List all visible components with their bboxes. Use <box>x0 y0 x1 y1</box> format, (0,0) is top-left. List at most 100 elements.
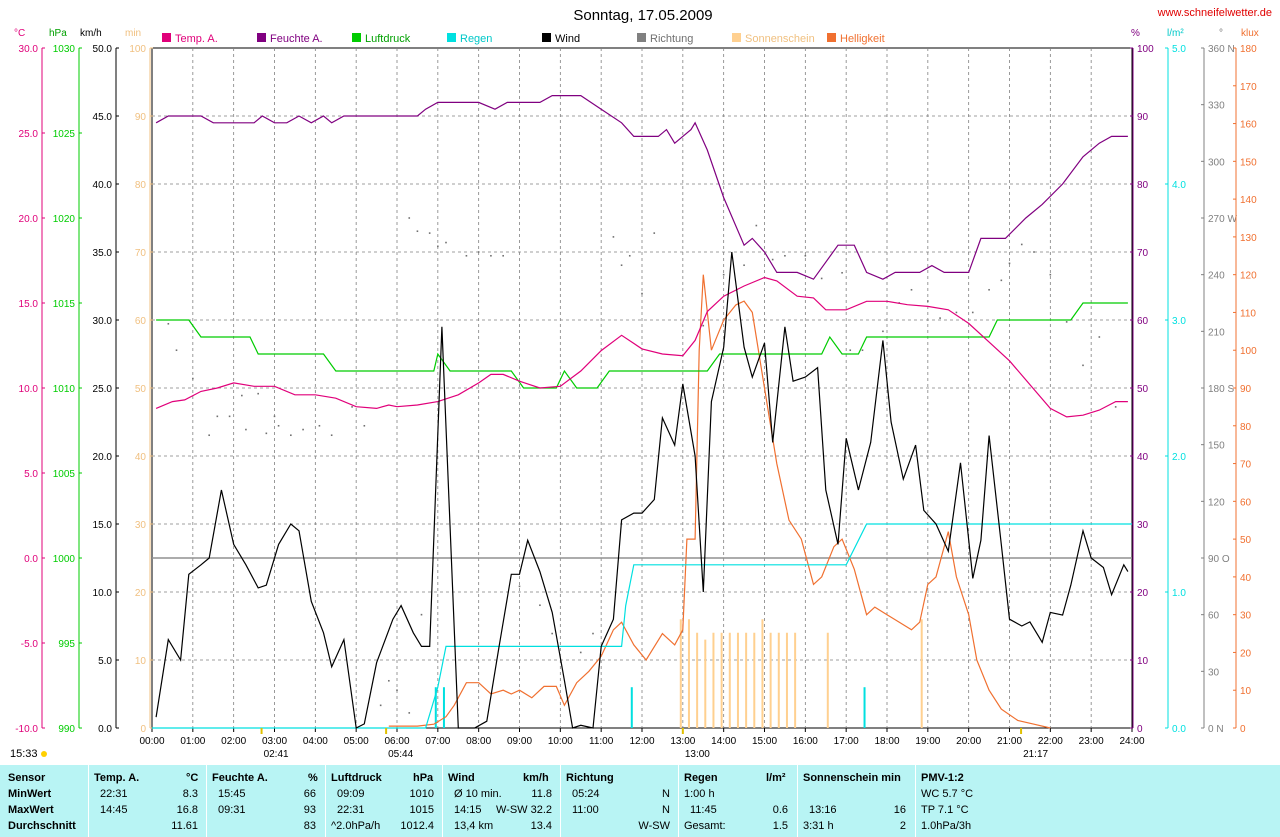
x-tick-label: 00:00 <box>139 736 164 747</box>
legend-temp[interactable]: Temp. A. <box>162 33 218 45</box>
stats-pmv-header: PMV-1:2 <box>921 772 964 784</box>
brightness-unit-label: klux <box>1241 28 1259 39</box>
wind-series <box>155 251 1129 729</box>
stats-avg-wind-label: 13,4 km <box>454 820 494 832</box>
time-marker-label: 05:44 <box>388 749 413 760</box>
legend-label: Sonnenschein <box>745 33 815 45</box>
stats-max-temp-time: 14:45 <box>100 804 128 816</box>
axis-tick-label-rain: 1.0 <box>1172 588 1186 599</box>
stats-max-rain-time: 11:45 <box>690 804 717 816</box>
axis-tick-label-sunshine: 50 <box>135 384 147 395</box>
direction-point <box>882 330 884 333</box>
stats-divider <box>560 765 561 837</box>
direction-point <box>988 288 990 291</box>
axis-tick-label-sunshine: 20 <box>135 588 147 599</box>
x-tick-label: 20:00 <box>956 736 981 747</box>
chart-title: Sonntag, 17.05.2009 <box>573 7 712 24</box>
stats-panel: Sensor Temp. A. °C Feuchte A. % Luftdruc… <box>0 765 1280 837</box>
axis-tick-label-temp: 5.0 <box>24 469 38 480</box>
stats-max-wind-time: 14:15 <box>454 804 482 816</box>
direction-point <box>465 254 468 257</box>
direction-point <box>245 428 247 431</box>
stats-avg-dir-val: W-SW <box>638 820 670 832</box>
legend-swatch <box>447 33 456 42</box>
axis-tick-label-wind: 25.0 <box>93 384 113 395</box>
axis-tick-label-rain: 3.0 <box>1172 316 1186 327</box>
axis-tick-label-pressure: 1010 <box>53 384 76 395</box>
stats-max-hum-time: 09:31 <box>218 804 246 816</box>
axis-tick-label-brightness: 130 <box>1240 233 1257 244</box>
axis-tick-label-temp: 20.0 <box>19 214 39 225</box>
stats-press-header: Luftdruck <box>331 772 382 784</box>
legend-swatch <box>352 33 361 42</box>
stats-min-press-time: 09:09 <box>337 788 365 800</box>
axis-tick-label-pressure: 995 <box>58 639 75 650</box>
axis-tick-label-wind: 30.0 <box>93 316 113 327</box>
axis-tick-label-brightness: 20 <box>1240 648 1252 659</box>
x-tick-label: 04:00 <box>303 736 328 747</box>
axis-tick-label-direction: 210 <box>1208 327 1225 338</box>
humidity-series <box>155 94 1128 280</box>
axis-tick-label-direction: 150 <box>1208 441 1225 452</box>
x-tick-label: 17:00 <box>834 736 859 747</box>
legend-brightness[interactable]: Helligkeit <box>827 33 885 45</box>
legend: Temp. A. Feuchte A. Luftdruck Regen Wind… <box>162 33 885 45</box>
axis-tick-label-pressure: 1030 <box>53 44 76 55</box>
axis-tick-label-brightness: 10 <box>1240 686 1252 697</box>
legend-sunshine[interactable]: Sonnenschein <box>732 33 815 45</box>
stats-press-unit: hPa <box>413 772 434 784</box>
axis-tick-label-sunshine: 40 <box>135 452 147 463</box>
direction-point <box>445 241 447 244</box>
axis-tick-label-brightness: 70 <box>1240 460 1252 471</box>
website-link[interactable]: www.schneifelwetter.de <box>1157 7 1272 19</box>
stats-avg-sun-val: 2 <box>899 820 906 832</box>
axis-tick-label-humidity: 90 <box>1137 112 1149 123</box>
stats-divider <box>678 765 679 837</box>
stats-min-temp-val: 8.3 <box>182 788 198 800</box>
legend-swatch <box>257 33 266 42</box>
stats-avg-rain-val: 1.5 <box>772 820 788 832</box>
direction-point <box>363 424 366 427</box>
axis-tick-label-humidity: 10 <box>1137 656 1149 667</box>
axis-tick-label-wind: 35.0 <box>93 248 113 259</box>
legend-humidity[interactable]: Feuchte A. <box>257 33 323 45</box>
direction-point <box>841 271 843 274</box>
stats-max-press-time: 22:31 <box>337 804 365 816</box>
legend-swatch <box>732 33 741 42</box>
x-tick-label: 16:00 <box>793 736 818 747</box>
axis-tick-label-brightness: 110 <box>1240 308 1256 319</box>
direction-point <box>1049 273 1052 276</box>
direction-point <box>592 632 594 635</box>
legend-swatch <box>637 33 646 42</box>
direction-point <box>208 434 210 437</box>
axis-tick-label-sunshine: 0 <box>140 724 146 735</box>
direction-point <box>551 632 553 635</box>
humidity-unit-label: % <box>1131 28 1140 39</box>
stats-min-rain-label: 1:00 h <box>684 788 715 800</box>
direction-point <box>490 254 492 257</box>
legend-pressure[interactable]: Luftdruck <box>352 33 411 45</box>
x-tick-label: 11:00 <box>589 736 614 747</box>
direction-point <box>755 224 758 227</box>
legend-rain[interactable]: Regen <box>447 33 492 45</box>
stats-max-dir-time: 11:00 <box>572 804 599 816</box>
direction-point <box>641 292 643 295</box>
axis-tick-label-humidity: 0 <box>1137 724 1143 735</box>
axis-tick-label-temp: -5.0 <box>21 639 39 650</box>
axis-tick-label-wind: 40.0 <box>93 180 113 191</box>
axis-tick-label-temp: 25.0 <box>19 129 39 140</box>
stats-temp-unit: °C <box>186 772 199 784</box>
direction-point <box>388 679 390 682</box>
stats-avg-press-val: 1012.4 <box>400 820 434 832</box>
stats-max-wind-dir: W-SW <box>496 804 528 816</box>
stats-min-hum-val: 66 <box>303 788 316 800</box>
legend-wind[interactable]: Wind <box>542 33 580 45</box>
axis-tick-label-direction: 60 <box>1208 611 1220 622</box>
sun-icon <box>41 751 47 757</box>
axis-tick-label-brightness: 0 <box>1240 724 1246 735</box>
direction-point <box>784 254 786 257</box>
direction-point <box>502 254 504 257</box>
legend-direction[interactable]: Richtung <box>637 33 693 45</box>
stats-temp-header: Temp. A. <box>94 772 140 784</box>
axis-tick-label-sunshine: 100 <box>129 44 146 55</box>
